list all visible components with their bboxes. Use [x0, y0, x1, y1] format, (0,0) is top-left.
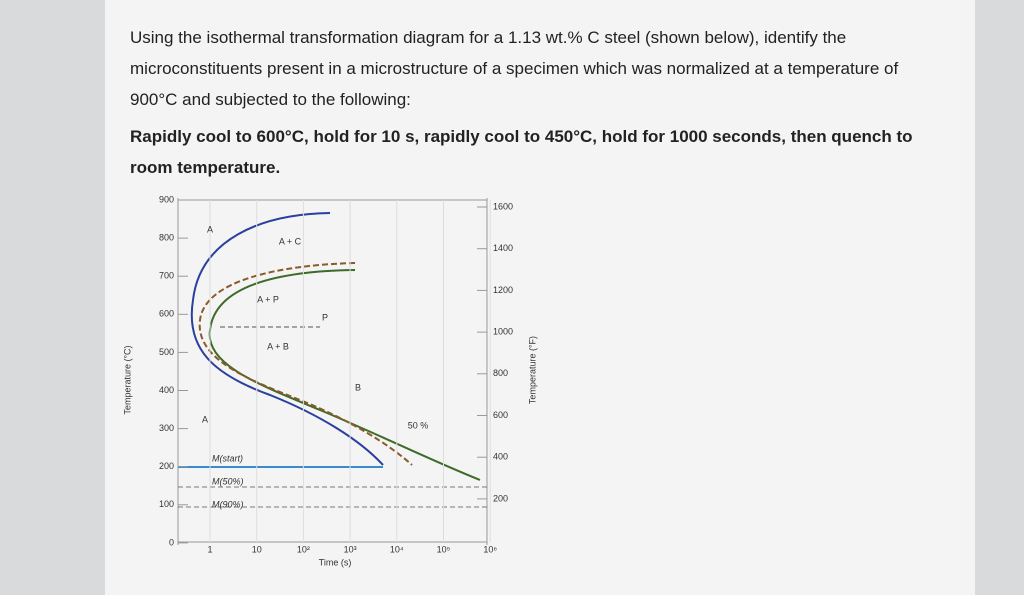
region-label: A + C: [279, 236, 302, 246]
x-axis-label: Time (s): [319, 557, 352, 567]
axes: [177, 198, 488, 545]
y2-tick-label: 400: [493, 452, 508, 462]
x-tick-label: 10³: [344, 544, 357, 554]
region-label: P: [322, 312, 328, 322]
martensite-label: M(start): [212, 453, 243, 463]
y-tick-label: 800: [159, 232, 174, 242]
y2-tick-label: 200: [493, 493, 508, 503]
y-tick-label: 600: [159, 309, 174, 319]
x-tick-label: 10⁵: [437, 544, 451, 554]
curves: [178, 212, 487, 508]
y-tick-label: 0: [169, 537, 174, 547]
region-label: A + P: [257, 294, 279, 304]
y-tick-label: 700: [159, 271, 174, 281]
martensite-label: M(50%): [212, 476, 244, 486]
y2-tick-label: 1600: [493, 201, 513, 211]
y2-axis-label: Temperature (°F): [527, 336, 537, 404]
x-tick-label: 1: [207, 544, 212, 554]
question-task: Rapidly cool to 600°C, hold for 10 s, ra…: [130, 127, 913, 177]
x-tick-label: 10⁶: [483, 544, 497, 554]
y-tick-label: 100: [159, 499, 174, 509]
region-label: A: [202, 414, 208, 424]
y2-tick-label: 1200: [493, 285, 513, 295]
region-label: A: [207, 224, 213, 234]
x-tick-label: 10: [252, 544, 262, 554]
y-tick-label: 300: [159, 423, 174, 433]
y2-tick-label: 1000: [493, 326, 513, 336]
y2-tick-label: 800: [493, 368, 508, 378]
y-tick-label: 200: [159, 461, 174, 471]
question-intro: Using the isothermal transformation diag…: [130, 28, 899, 109]
y-tick-label: 500: [159, 347, 174, 357]
region-label: 50 %: [408, 420, 429, 430]
region-label: A + B: [267, 341, 289, 351]
x-tick-label: 10²: [297, 544, 310, 554]
x-tick-label: 10⁴: [390, 544, 404, 554]
y-tick-label: 900: [159, 194, 174, 204]
y-tick-label: 400: [159, 385, 174, 395]
y2-tick-label: 600: [493, 410, 508, 420]
y-axis-label: Temperature (°C): [122, 345, 132, 414]
card: [105, 0, 975, 595]
y2-tick-label: 1400: [493, 243, 513, 253]
region-label: B: [355, 382, 361, 392]
martensite-label: M(90%): [212, 499, 244, 509]
